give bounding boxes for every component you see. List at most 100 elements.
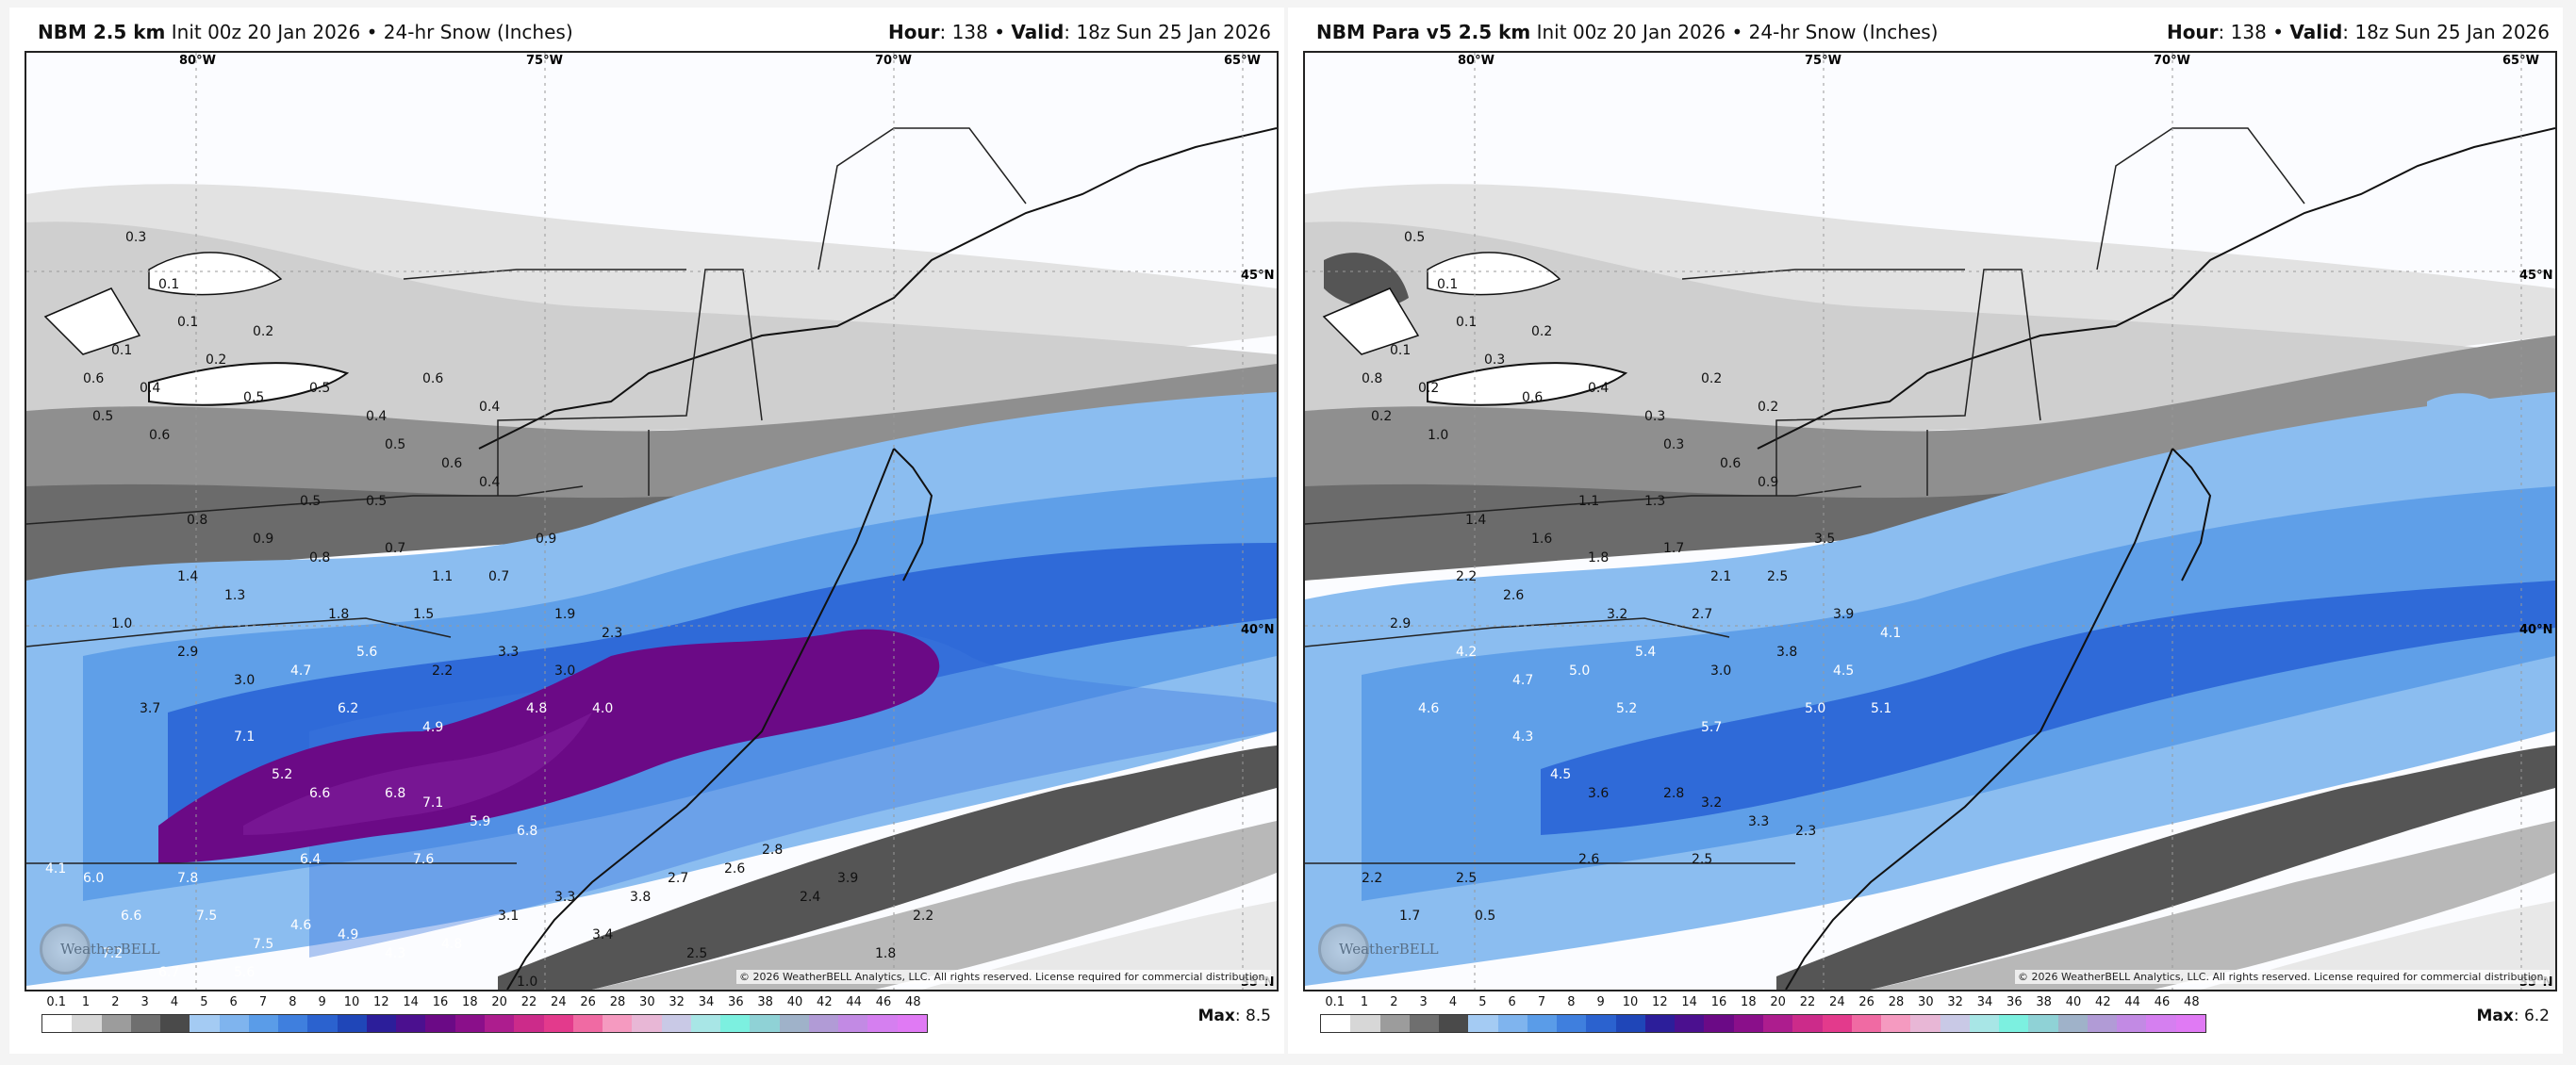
color-scale-legend: 0.1 1 2 3 4 5 6 7 8 9 10 12 14 16 18 20 22 24 26 28 30 32 34 36… xyxy=(41,995,928,1033)
snow-value-label: 1.6 xyxy=(1531,532,1552,547)
snow-value-label: 2.1 xyxy=(1710,569,1731,584)
snow-value-label: 2.7 xyxy=(1692,607,1712,622)
scale-swatch xyxy=(1733,1015,1763,1032)
snow-value-label: 4.1 xyxy=(45,861,66,877)
scale-swatch xyxy=(1910,1015,1940,1032)
scale-tick-label: 10 xyxy=(1622,995,1639,1009)
snow-value-label: 0.3 xyxy=(1484,352,1505,368)
watermark-logo: WeatherBELL xyxy=(1314,920,1439,976)
snow-value-label: 4.8 xyxy=(526,701,547,716)
snow-value-label: 3.3 xyxy=(498,645,519,660)
scale-swatch xyxy=(897,1015,927,1032)
copyright-notice: © 2026 WeatherBELL Analytics, LLC. All r… xyxy=(736,970,1271,984)
snow-value-label: 0.6 xyxy=(1522,390,1543,405)
scale-swatch xyxy=(160,1015,190,1032)
color-scale-legend: 0.1 1 2 3 4 5 6 7 8 9 10 12 14 16 18 20 22 24 26 28 30 32 34 36… xyxy=(1320,995,2206,1033)
snow-value-label: 6.2 xyxy=(338,701,358,716)
lat-label: 40°N xyxy=(2519,623,2552,637)
scale-swatch xyxy=(2175,1015,2205,1032)
scale-swatch xyxy=(425,1015,455,1032)
snow-value-label: 3.8 xyxy=(630,890,651,905)
snow-value-label: 3.8 xyxy=(1776,645,1797,660)
scale-swatch xyxy=(101,1015,131,1032)
snow-value-label: 7.2 xyxy=(102,946,123,961)
snow-value-label: 1.9 xyxy=(554,607,575,622)
scale-tick-label: 28 xyxy=(609,995,626,1009)
snow-value-label: 2.8 xyxy=(762,843,783,858)
scale-swatch xyxy=(1321,1015,1351,1032)
scale-swatch xyxy=(278,1015,308,1032)
snow-value-label: 0.6 xyxy=(83,371,104,386)
snow-value-label: 1.3 xyxy=(224,588,245,603)
snow-value-label: 2.5 xyxy=(686,946,707,961)
scale-swatch xyxy=(838,1015,868,1032)
snow-value-label: 0.6 xyxy=(441,456,462,471)
snow-value-label: 0.2 xyxy=(1418,381,1439,396)
snow-value-label: 0.8 xyxy=(309,550,330,565)
snow-value-label: 5.6 xyxy=(234,965,255,980)
scale-swatch xyxy=(661,1015,691,1032)
scale-swatch xyxy=(1792,1015,1823,1032)
snowfall-map: 80°W 75°W 70°W 65°W 45°N 40°N 35°N 0.50.… xyxy=(1303,51,2557,991)
snow-value-label: 1.8 xyxy=(328,607,349,622)
snow-value-label: 0.3 xyxy=(1644,409,1665,424)
max-value: Max: 8.5 xyxy=(1197,1007,1271,1025)
snow-value-label: 1.4 xyxy=(177,569,198,584)
snow-value-label: 5.0 xyxy=(1805,701,1825,716)
snow-value-label: 4.9 xyxy=(338,927,358,942)
scale-swatch xyxy=(808,1015,839,1032)
valid-label: Valid xyxy=(1011,21,1065,43)
snow-value-label: 4.6 xyxy=(1418,701,1439,716)
scale-ticks: 0.1 1 2 3 4 5 6 7 8 9 10 12 14 16 18 20 22 24 26 28 30 32 34 36… xyxy=(1320,995,2206,1012)
scale-tick-label: 14 xyxy=(403,995,419,1009)
scale-tick-label: 3 xyxy=(140,995,149,1009)
right-map-panel: NBM Para v5 2.5 km Init 00z 20 Jan 2026 … xyxy=(1288,8,2563,1054)
scale-tick-label: 48 xyxy=(2184,995,2200,1009)
snow-value-label: 3.1 xyxy=(498,909,519,924)
snow-value-label: 1.7 xyxy=(1663,541,1684,556)
scale-tick-label: 20 xyxy=(491,995,507,1009)
snow-value-label: 2.2 xyxy=(913,909,933,924)
scale-swatch xyxy=(2057,1015,2088,1032)
valid-info: Hour: 138 • Valid: 18z Sun 25 Jan 2026 xyxy=(887,21,1271,43)
scale-tick-label: 0.1 xyxy=(1325,995,1345,1009)
model-name: NBM 2.5 km xyxy=(38,21,166,43)
snow-value-label: 1.7 xyxy=(1399,909,1420,924)
snow-value-label: 5.1 xyxy=(1871,701,1891,716)
snow-value-label: 5.0 xyxy=(1569,664,1590,679)
scale-tick-label: 22 xyxy=(1799,995,1816,1009)
watermark-logo: WeatherBELL xyxy=(36,920,160,976)
scale-swatch xyxy=(1644,1015,1676,1032)
snow-value-label: 3.5 xyxy=(1814,532,1835,547)
scale-tick-label: 6 xyxy=(229,995,238,1009)
snow-value-label: 2.8 xyxy=(1663,786,1684,801)
lon-label: 70°W xyxy=(875,54,912,68)
panel-header: NBM Para v5 2.5 km Init 00z 20 Jan 2026 … xyxy=(1288,21,2563,43)
snow-value-label: 2.2 xyxy=(1362,871,1382,886)
snow-value-label: 0.5 xyxy=(300,494,321,509)
snow-value-label: 0.7 xyxy=(385,541,405,556)
hour-label: Hour xyxy=(887,21,940,43)
snow-value-label: 0.1 xyxy=(1456,315,1477,330)
scale-swatch xyxy=(2117,1015,2147,1032)
snow-value-label: 2.9 xyxy=(1390,616,1411,631)
scale-swatch xyxy=(1762,1015,1793,1032)
scale-swatch xyxy=(42,1015,73,1032)
snow-value-label: 0.4 xyxy=(140,381,160,396)
snow-value-label: 7.5 xyxy=(253,937,273,952)
snow-value-label: 5.6 xyxy=(356,645,377,660)
snow-value-label: 5.9 xyxy=(470,814,490,829)
scale-swatch xyxy=(1615,1015,1645,1032)
snow-value-label: 4.8 xyxy=(441,937,462,952)
snow-value-label: 2.3 xyxy=(1795,824,1816,839)
snow-value-label: 2.6 xyxy=(724,861,745,877)
snow-value-label: 3.9 xyxy=(1833,607,1854,622)
scale-swatch xyxy=(1379,1015,1410,1032)
scale-swatch xyxy=(1881,1015,1911,1032)
snow-value-label: 0.2 xyxy=(253,324,273,339)
scale-tick-label: 26 xyxy=(1858,995,1874,1009)
lon-label: 80°W xyxy=(179,54,216,68)
snow-value-label: 0.9 xyxy=(253,532,273,547)
scale-tick-label: 4 xyxy=(1448,995,1458,1009)
snow-value-label: 1.8 xyxy=(875,946,896,961)
